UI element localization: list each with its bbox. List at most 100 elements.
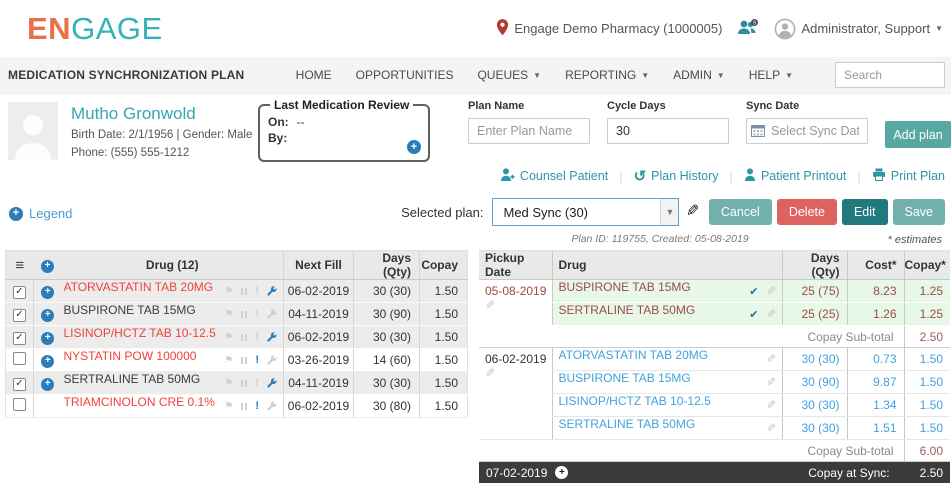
- search-input[interactable]: [835, 62, 945, 88]
- days-qty-value[interactable]: 30 (30): [781, 347, 847, 371]
- patient-printout-link[interactable]: Patient Printout: [744, 168, 846, 184]
- pause-icon[interactable]: [240, 379, 248, 387]
- days-qty-value[interactable]: 25 (25): [781, 302, 847, 326]
- expand-drug-icon[interactable]: +: [41, 285, 55, 299]
- drug-row: + NYSTATIN POW 100000 ⚑! 03-26-2019 14 (60) 1…: [5, 348, 468, 372]
- nav-item-help[interactable]: HELP ▼: [748, 68, 793, 82]
- nav-item-home[interactable]: HOME: [295, 68, 332, 82]
- days-qty-value[interactable]: 30 (30): [781, 416, 847, 440]
- drug-select-checkbox[interactable]: ✓: [13, 377, 26, 391]
- days-qty-value[interactable]: 30 (30): [781, 393, 847, 417]
- drug-select-checkbox[interactable]: ✓: [13, 331, 26, 345]
- expand-all-icon[interactable]: +: [41, 259, 54, 273]
- user-name: Administrator, Support: [801, 21, 931, 36]
- wrench-icon[interactable]: [266, 285, 277, 297]
- alert-icon[interactable]: !: [255, 377, 259, 389]
- alert-icon[interactable]: !: [255, 285, 259, 297]
- next-fill-date: 06-02-2019: [283, 279, 354, 303]
- cost-column-header: Cost*: [846, 250, 904, 280]
- add-plan-button[interactable]: Add plan: [885, 121, 951, 148]
- nav-item-opportunities[interactable]: OPPORTUNITIES: [355, 68, 454, 82]
- pharmacy-selector[interactable]: Engage Demo Pharmacy (1000005): [496, 18, 722, 39]
- edit-drug-icon[interactable]: ✎: [766, 352, 777, 366]
- chevron-down-icon: ▼: [533, 70, 542, 80]
- expand-drug-icon[interactable]: +: [41, 377, 55, 391]
- alert-icon[interactable]: !: [255, 354, 259, 366]
- flag-icon[interactable]: ⚑: [224, 400, 234, 412]
- legend-toggle[interactable]: + Legend: [9, 206, 72, 221]
- print-plan-link[interactable]: Print Plan: [872, 168, 945, 184]
- selected-plan-dropdown[interactable]: Med Sync (30) ▼: [492, 198, 680, 226]
- top-header: ENGAGE Engage Demo Pharmacy (1000005) 9 …: [0, 0, 951, 57]
- divider: |: [729, 168, 733, 184]
- sync-date-input[interactable]: [746, 118, 868, 144]
- wrench-icon[interactable]: [266, 308, 277, 320]
- drug-select-checkbox[interactable]: [13, 398, 26, 411]
- counsel-patient-link[interactable]: Counsel Patient: [500, 168, 608, 184]
- wrench-icon[interactable]: [266, 377, 277, 389]
- wrench-icon[interactable]: [266, 331, 277, 343]
- edit-drug-icon[interactable]: ✎: [766, 375, 777, 389]
- edit-drug-icon[interactable]: ✎: [766, 421, 777, 435]
- nav-item-queues[interactable]: QUEUES ▼: [477, 68, 542, 82]
- alert-icon[interactable]: !: [255, 331, 259, 343]
- copay-subtotal-label: Copay Sub-total: [479, 439, 904, 462]
- calendar-icon[interactable]: [751, 124, 765, 142]
- messages-button[interactable]: 9: [736, 18, 760, 39]
- drug-name: LISINOP/HCTZ TAB 10-12.5: [558, 394, 711, 408]
- svg-text:9: 9: [753, 21, 756, 27]
- nav-item-admin[interactable]: ADMIN ▼: [673, 68, 725, 82]
- edit-pickup-date-icon[interactable]: ✎: [485, 366, 496, 380]
- check-icon: ✔: [749, 308, 759, 321]
- table-menu-icon[interactable]: ≡: [15, 256, 25, 274]
- drug-name: SERTRALINE TAB 50MG: [558, 303, 696, 317]
- pause-icon[interactable]: [240, 402, 248, 410]
- drug-select-checkbox[interactable]: [13, 352, 26, 365]
- copay-at-sync-label: Copay at Sync:: [808, 465, 890, 480]
- alert-icon[interactable]: !: [255, 400, 259, 412]
- edit-pickup-date-icon[interactable]: ✎: [485, 298, 496, 312]
- save-button[interactable]: Save: [892, 199, 945, 225]
- plan-name-input[interactable]: [468, 118, 590, 144]
- flag-icon[interactable]: ⚑: [224, 308, 234, 320]
- days-qty-value[interactable]: 25 (75): [781, 279, 847, 303]
- pause-icon[interactable]: [240, 287, 248, 295]
- add-pickup-date-icon[interactable]: +: [555, 466, 569, 479]
- engage-logo[interactable]: ENGAGE: [27, 11, 163, 47]
- drug-select-checkbox[interactable]: ✓: [13, 285, 26, 299]
- edit-plan-name-icon[interactable]: ✎: [686, 203, 700, 220]
- user-menu[interactable]: Administrator, Support ▼: [774, 18, 943, 40]
- pickup-date-cell: 05-08-2019 ✎: [479, 279, 552, 326]
- flag-icon[interactable]: ⚑: [224, 377, 234, 389]
- nav-item-reporting[interactable]: REPORTING ▼: [565, 68, 650, 82]
- drug-row: ✓ + BUSPIRONE TAB 15MG ⚑! 04-11-2019 30 (90) 1…: [5, 302, 468, 326]
- delete-button[interactable]: Delete: [776, 199, 837, 225]
- pause-icon[interactable]: [240, 356, 248, 364]
- edit-drug-icon[interactable]: ✎: [766, 398, 777, 412]
- expand-drug-icon[interactable]: +: [41, 308, 55, 322]
- cancel-button[interactable]: Cancel: [708, 199, 772, 225]
- pause-icon[interactable]: [240, 333, 248, 341]
- drug-name: ATORVASTATIN TAB 20MG: [558, 348, 709, 362]
- patient-drugs-table: ≡ + Drug (12) Next Fill Days (Qty) Copay…: [5, 250, 468, 418]
- flag-icon[interactable]: ⚑: [224, 331, 234, 343]
- edit-button[interactable]: Edit: [841, 199, 888, 225]
- wrench-icon[interactable]: [266, 400, 277, 412]
- edit-drug-icon[interactable]: ✎: [766, 307, 777, 321]
- pause-icon[interactable]: [240, 310, 248, 318]
- expand-drug-icon[interactable]: +: [41, 354, 55, 368]
- days-qty-value[interactable]: 30 (90): [781, 370, 847, 394]
- add-review-icon[interactable]: +: [407, 140, 421, 154]
- cycle-days-input[interactable]: [607, 118, 729, 144]
- flag-icon[interactable]: ⚑: [224, 354, 234, 366]
- wrench-icon[interactable]: [266, 354, 277, 366]
- expand-drug-icon[interactable]: +: [41, 331, 55, 345]
- flag-icon[interactable]: ⚑: [224, 285, 234, 297]
- patient-birth-gender: Birth Date: 2/1/1956 | Gender: Male: [71, 129, 253, 141]
- plan-history-link[interactable]: ↺ Plan History: [633, 167, 719, 185]
- alert-icon[interactable]: !: [255, 308, 259, 320]
- edit-drug-icon[interactable]: ✎: [766, 284, 777, 298]
- drug-select-checkbox[interactable]: ✓: [13, 308, 26, 322]
- page-title: MEDICATION SYNCHRONIZATION PLAN: [8, 68, 245, 82]
- days-qty-column-header: Days (Qty): [353, 250, 420, 280]
